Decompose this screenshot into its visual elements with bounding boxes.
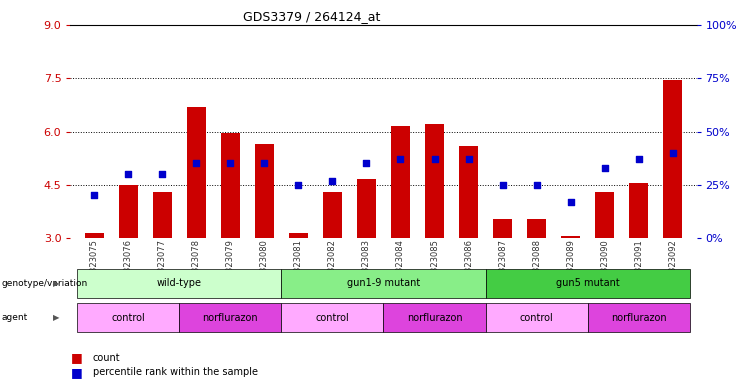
Bar <box>187 107 206 238</box>
Text: count: count <box>93 353 120 363</box>
Text: ▶: ▶ <box>53 313 60 322</box>
Bar <box>119 185 138 238</box>
Bar <box>289 233 308 238</box>
Point <box>293 182 305 188</box>
Text: wild-type: wild-type <box>157 278 202 288</box>
Text: ■: ■ <box>70 351 82 364</box>
Point <box>428 156 440 162</box>
Text: control: control <box>519 313 554 323</box>
Point <box>190 161 202 167</box>
Text: ▶: ▶ <box>53 279 60 288</box>
Point <box>259 161 270 167</box>
Text: control: control <box>111 313 145 323</box>
Text: ■: ■ <box>70 366 82 379</box>
Bar <box>494 218 512 238</box>
Point <box>88 192 100 199</box>
Text: percentile rank within the sample: percentile rank within the sample <box>93 367 258 377</box>
Point <box>225 161 236 167</box>
Bar <box>561 236 580 238</box>
Point <box>361 161 373 167</box>
Text: agent: agent <box>1 313 27 322</box>
Bar <box>357 179 376 238</box>
Bar <box>459 146 478 238</box>
Bar <box>595 192 614 238</box>
Text: norflurazon: norflurazon <box>202 313 258 323</box>
Bar <box>221 133 239 238</box>
Point <box>599 165 611 171</box>
Text: control: control <box>316 313 349 323</box>
Point <box>462 156 474 162</box>
Text: GDS3379 / 264124_at: GDS3379 / 264124_at <box>242 10 380 23</box>
Bar <box>153 192 172 238</box>
Bar <box>528 218 546 238</box>
Bar <box>255 144 273 238</box>
Point <box>633 156 645 162</box>
Text: gun5 mutant: gun5 mutant <box>556 278 619 288</box>
Point <box>496 182 508 188</box>
Bar <box>629 183 648 238</box>
Bar <box>323 192 342 238</box>
Point <box>327 177 339 184</box>
Point <box>667 150 679 156</box>
Point <box>565 199 576 205</box>
Text: gun1-9 mutant: gun1-9 mutant <box>347 278 420 288</box>
Text: norflurazon: norflurazon <box>611 313 666 323</box>
Point <box>122 171 134 177</box>
Bar <box>663 80 682 238</box>
Bar <box>425 124 444 238</box>
Text: norflurazon: norflurazon <box>407 313 462 323</box>
Point <box>394 156 406 162</box>
Text: genotype/variation: genotype/variation <box>1 279 87 288</box>
Bar <box>391 126 410 238</box>
Point <box>156 171 168 177</box>
Bar <box>85 233 104 238</box>
Point <box>531 182 542 188</box>
